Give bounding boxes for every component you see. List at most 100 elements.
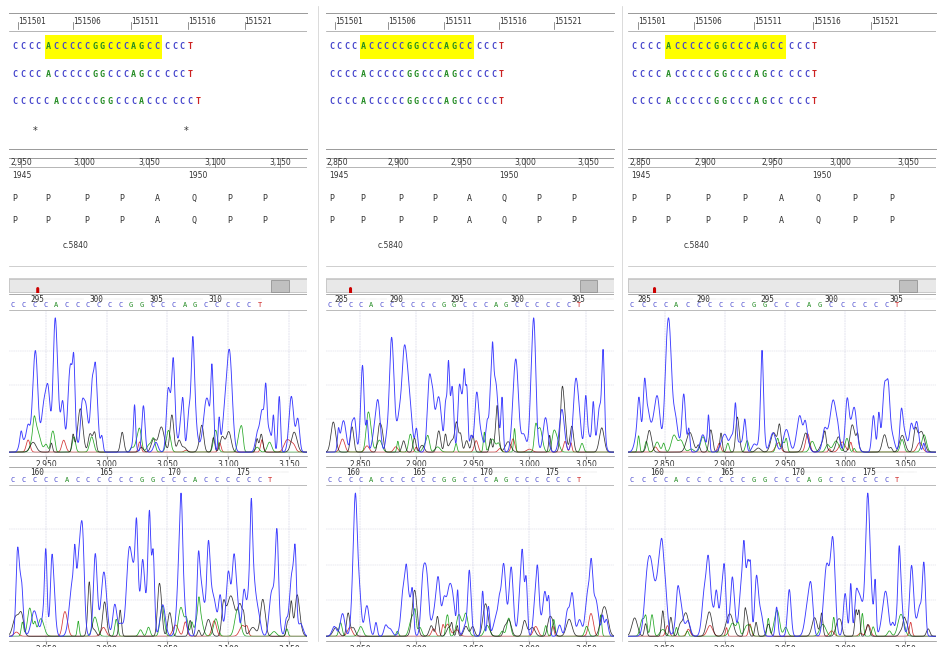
Text: C: C xyxy=(108,302,111,309)
Text: G: G xyxy=(413,97,418,105)
Text: P: P xyxy=(227,217,231,225)
Text: Q: Q xyxy=(501,194,506,203)
Text: C: C xyxy=(36,70,41,78)
Text: A: A xyxy=(466,217,472,225)
Text: C: C xyxy=(421,43,426,51)
Text: 3,050: 3,050 xyxy=(577,158,598,166)
Text: C: C xyxy=(476,97,480,105)
Text: C: C xyxy=(673,70,678,78)
Text: G: G xyxy=(140,476,143,483)
Text: G: G xyxy=(413,70,418,78)
Text: T: T xyxy=(894,476,899,483)
Text: A: A xyxy=(666,97,670,105)
Text: C: C xyxy=(338,302,342,309)
Text: A: A xyxy=(45,70,51,78)
Text: P: P xyxy=(432,194,437,203)
Text: C: C xyxy=(28,70,33,78)
Text: A: A xyxy=(666,43,670,51)
Text: P: P xyxy=(12,217,17,225)
Text: 151521: 151521 xyxy=(244,17,272,26)
Text: 2,900: 2,900 xyxy=(694,158,716,166)
Text: C: C xyxy=(20,97,25,105)
Text: G: G xyxy=(762,476,767,483)
Text: C: C xyxy=(391,70,396,78)
Text: A: A xyxy=(673,302,678,309)
Text: C: C xyxy=(421,97,426,105)
Text: C: C xyxy=(707,302,711,309)
Text: 175: 175 xyxy=(545,468,558,477)
Text: C: C xyxy=(682,43,686,51)
Text: 151516: 151516 xyxy=(498,17,526,26)
Text: 170: 170 xyxy=(790,468,804,477)
Text: A: A xyxy=(778,194,784,203)
Text: P: P xyxy=(536,194,541,203)
Text: C: C xyxy=(705,97,710,105)
Text: C: C xyxy=(76,97,81,105)
Text: P: P xyxy=(84,194,89,203)
Text: 1950: 1950 xyxy=(498,171,518,180)
Text: C: C xyxy=(398,70,403,78)
Text: 310: 310 xyxy=(209,296,223,305)
Text: Q: Q xyxy=(191,217,195,225)
Text: 300: 300 xyxy=(824,296,838,305)
Text: C: C xyxy=(84,70,90,78)
Text: P: P xyxy=(665,217,669,225)
Text: C: C xyxy=(344,43,348,51)
Text: C: C xyxy=(436,43,441,51)
Text: C: C xyxy=(490,97,496,105)
Text: C: C xyxy=(154,70,159,78)
Text: G: G xyxy=(503,302,508,309)
Text: C: C xyxy=(84,97,90,105)
Text: G: G xyxy=(451,476,456,483)
Text: C: C xyxy=(328,476,331,483)
Text: T: T xyxy=(811,97,817,105)
Text: C: C xyxy=(76,302,79,309)
Text: C: C xyxy=(172,476,176,483)
Text: C: C xyxy=(429,97,433,105)
Text: 151511: 151511 xyxy=(444,17,471,26)
Text: C: C xyxy=(462,476,466,483)
Text: C: C xyxy=(795,70,801,78)
Text: C: C xyxy=(344,97,348,105)
Text: Q: Q xyxy=(191,194,195,203)
Text: 151516: 151516 xyxy=(188,17,215,26)
Text: C: C xyxy=(490,70,496,78)
Text: G: G xyxy=(761,97,766,105)
Text: C: C xyxy=(69,97,74,105)
Text: C: C xyxy=(651,302,656,309)
Text: G: G xyxy=(193,302,197,309)
Text: C: C xyxy=(43,97,48,105)
Text: C: C xyxy=(214,476,219,483)
Text: 2,850: 2,850 xyxy=(630,158,650,166)
Bar xyxy=(628,280,935,292)
Text: T: T xyxy=(497,97,503,105)
Text: C: C xyxy=(839,476,843,483)
Text: C: C xyxy=(329,43,333,51)
Text: C: C xyxy=(682,70,686,78)
Text: C: C xyxy=(465,97,471,105)
Text: C: C xyxy=(684,302,689,309)
Text: 165: 165 xyxy=(719,468,733,477)
Text: C: C xyxy=(745,43,750,51)
Text: C: C xyxy=(729,43,734,51)
Text: G: G xyxy=(750,476,755,483)
Text: P: P xyxy=(631,217,636,225)
Text: C: C xyxy=(182,476,187,483)
Text: G: G xyxy=(406,97,411,105)
Text: C: C xyxy=(673,97,678,105)
Text: P: P xyxy=(741,217,747,225)
Text: G: G xyxy=(100,43,105,51)
Text: C: C xyxy=(684,476,689,483)
Text: C: C xyxy=(118,476,122,483)
Bar xyxy=(44,35,162,59)
Text: C: C xyxy=(12,97,17,105)
Text: C: C xyxy=(828,476,833,483)
Text: G: G xyxy=(100,70,105,78)
Text: C: C xyxy=(61,97,66,105)
Text: 1950: 1950 xyxy=(188,171,208,180)
Text: C: C xyxy=(410,302,414,309)
Text: 3,050: 3,050 xyxy=(896,158,918,166)
Text: 3,100: 3,100 xyxy=(204,158,226,166)
Bar xyxy=(9,280,307,292)
Text: 3,000: 3,000 xyxy=(514,158,535,166)
